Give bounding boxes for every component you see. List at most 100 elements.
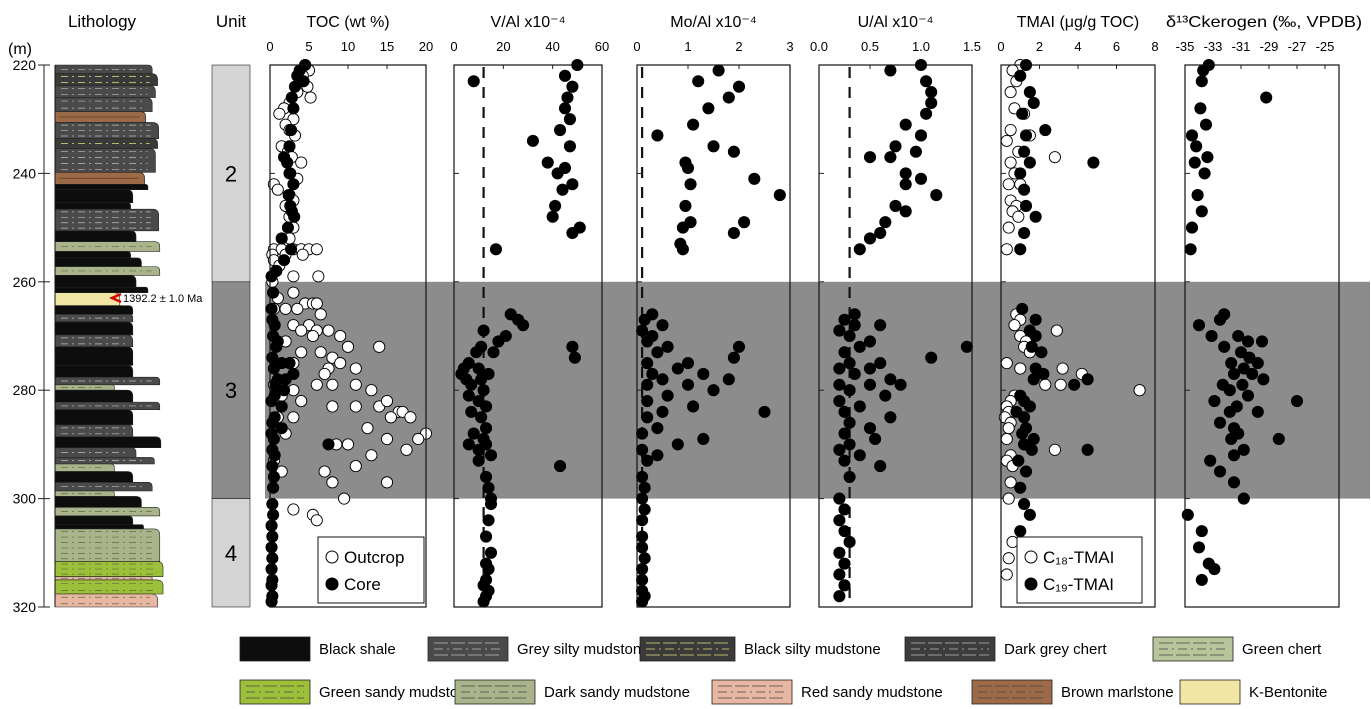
data-point-filled (843, 438, 856, 451)
data-point-filled (863, 335, 877, 348)
legend-label: Brown marlstone (1061, 684, 1174, 701)
data-point-filled (638, 503, 651, 516)
panel: TMAI (μg/g TOC) 0 2 4 6 8 C₁₈-TMAI C₁₉-TMAI (997, 14, 1159, 608)
lithology-bed (54, 436, 162, 448)
data-point-filled (1039, 123, 1052, 137)
data-point-filled (1194, 102, 1207, 115)
data-point-filled (556, 183, 569, 196)
bed-fill (54, 97, 153, 112)
data-point-open (310, 243, 323, 256)
depth-tick-label: 240 (13, 165, 37, 181)
data-point-open (1039, 378, 1052, 391)
data-point-open (1048, 151, 1061, 164)
data-point-filled (1019, 465, 1033, 478)
unit-header: Unit (216, 12, 247, 31)
legend-item-dark_grey_chert: Dark grey chert (904, 636, 1107, 662)
data-point-filled (863, 422, 877, 435)
data-point-filled (884, 411, 897, 424)
data-point-filled (889, 199, 902, 212)
data-point-open (295, 394, 308, 408)
x-tick-label: 40 (545, 39, 559, 54)
lithology-legend: Black shale Grey silty mudstone Black silt… (239, 636, 1327, 705)
data-point-filled (1204, 454, 1217, 467)
bed-fill (54, 85, 156, 98)
legend-item-brown_marl: Brown marlstone (971, 679, 1174, 705)
lithology-bed (54, 457, 155, 465)
data-point-filled (636, 514, 649, 527)
data-point-open (349, 460, 362, 473)
lithology-bed (54, 286, 149, 293)
data-point-filled (925, 351, 938, 364)
data-point-filled (275, 422, 288, 435)
data-point-filled (651, 129, 664, 142)
data-point-open (1000, 357, 1013, 370)
data-point-filled (833, 568, 846, 581)
data-point-open (1000, 243, 1013, 256)
data-point-open (314, 346, 327, 359)
legend-marker (1024, 550, 1038, 564)
data-point-filled (899, 118, 912, 131)
data-point-open (361, 422, 374, 435)
data-point-filled (265, 302, 278, 315)
depth-tick-label: 300 (13, 491, 37, 507)
data-point-open (306, 329, 319, 343)
data-point-filled (487, 346, 500, 359)
data-point-filled (636, 541, 649, 554)
lithology-bed (54, 364, 134, 378)
data-point-open (295, 156, 308, 169)
lithology-bed (54, 97, 153, 112)
data-point-filled (482, 514, 495, 527)
lithology-bed (54, 346, 134, 366)
data-point-filled (462, 389, 475, 402)
data-point-filled (477, 324, 490, 337)
x-tick-label: 20 (419, 39, 433, 54)
data-point-filled (687, 118, 700, 131)
lithology-bed (54, 266, 161, 276)
data-point-filled (641, 394, 654, 408)
legend-box (1016, 536, 1143, 604)
bed-fill (54, 202, 131, 210)
lithology-bed (54, 334, 134, 348)
data-point-open (1054, 378, 1067, 391)
data-point-filled (702, 102, 715, 115)
x-tick-label: 0 (450, 39, 457, 54)
data-point-filled (1016, 427, 1029, 440)
data-point-filled (863, 151, 877, 164)
data-point-filled (1018, 226, 1031, 240)
data-point-filled (465, 405, 478, 418)
data-point-open (318, 367, 331, 380)
lithology-bed (54, 401, 161, 411)
x-tick-label: 1.0 (912, 39, 930, 54)
data-point-filled (1234, 346, 1248, 359)
x-tick-label: -27 (1288, 39, 1307, 54)
x-tick-label: 1.5 (963, 39, 981, 54)
data-point-filled (874, 460, 887, 473)
panel: δ¹³Ckerogen (‰, VPDB) -35 -33 -31 -29 -27 -25 (1166, 14, 1362, 608)
lithology-bed (54, 148, 156, 173)
data-point-filled (1257, 373, 1270, 386)
data-point-filled (707, 140, 720, 153)
data-point-filled (1208, 563, 1221, 576)
data-point-filled (482, 563, 495, 576)
data-point-filled (707, 384, 720, 397)
data-point-filled (879, 216, 892, 229)
data-point-filled (899, 205, 912, 218)
lithology-bed (54, 172, 145, 185)
data-point-filled (1213, 313, 1227, 326)
data-point-filled (671, 362, 684, 375)
data-point-filled (287, 102, 300, 115)
data-point-filled (1241, 389, 1255, 402)
data-point-open (341, 438, 355, 451)
data-point-filled (1184, 243, 1197, 256)
data-point-open (310, 514, 323, 527)
bed-fill (54, 561, 164, 577)
data-point-filled (646, 367, 659, 380)
lithology-bed (54, 490, 115, 497)
lithology-bed (54, 138, 158, 149)
data-point-open (380, 432, 394, 446)
unit-label: 3 (225, 378, 237, 403)
data-point-filled (484, 546, 498, 559)
data-point-open (334, 329, 347, 343)
